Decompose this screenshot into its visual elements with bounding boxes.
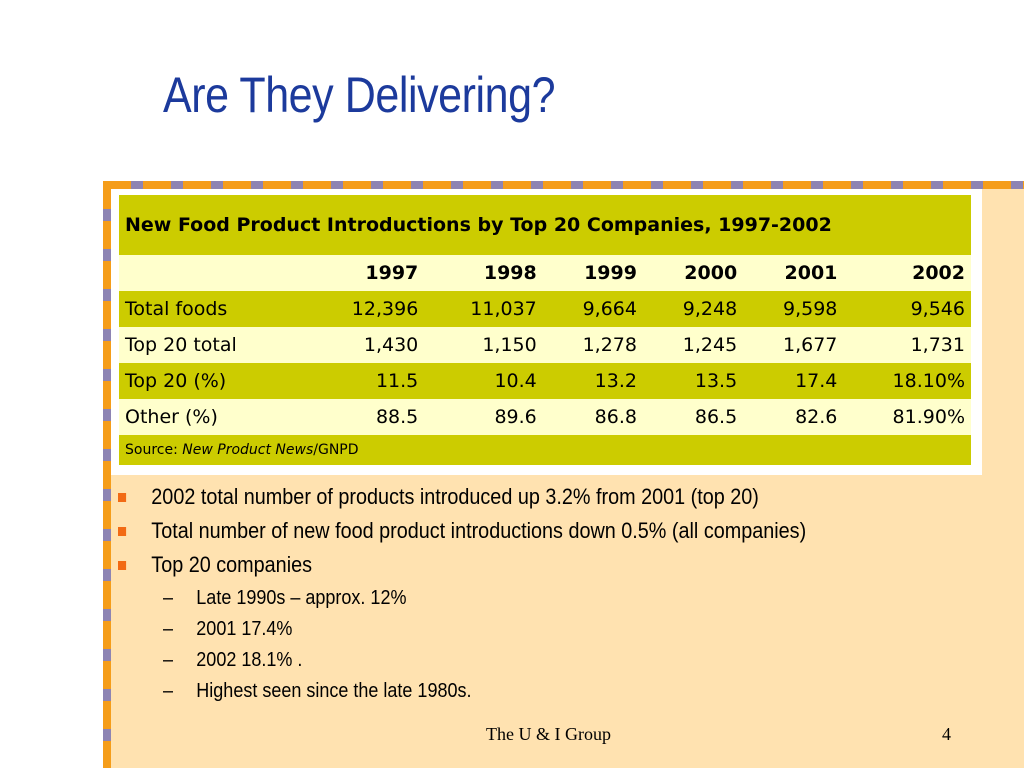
table-source: Source: New Product News/GNPD	[119, 435, 971, 465]
table-cell: 13.2	[542, 363, 643, 399]
table-cell: 1,150	[424, 327, 543, 363]
header-year: 2001	[743, 255, 844, 291]
sub-bullet-text: Highest seen since the late 1980s.	[196, 680, 472, 702]
table-cell: 12,396	[305, 291, 425, 327]
table-row: Total foods 12,396 11,037 9,664 9,248 9,…	[119, 291, 971, 327]
table-cell: 9,248	[642, 291, 744, 327]
panel-top-border	[103, 181, 1024, 189]
dash-icon: –	[163, 618, 174, 640]
source-suffix: /GNPD	[313, 442, 359, 458]
table-cell: 11,037	[424, 291, 543, 327]
table-cell: 18.10%	[843, 363, 971, 399]
panel-left-border	[103, 181, 111, 768]
row-label: Other (%)	[119, 399, 306, 435]
bullet-text: Top 20 companies	[151, 552, 313, 577]
table-title-row: New Food Product Introductions by Top 20…	[119, 195, 971, 255]
dash-icon: –	[163, 649, 174, 671]
page-number: 4	[942, 724, 951, 744]
table-cell: 17.4	[743, 363, 844, 399]
slide-title: Are They Delivering?	[163, 67, 556, 123]
header-year: 1997	[305, 255, 425, 291]
table-title: New Food Product Introductions by Top 20…	[119, 195, 971, 255]
source-label: Source:	[125, 442, 178, 458]
table-cell: 9,546	[843, 291, 971, 327]
table-cell: 1,278	[542, 327, 643, 363]
table-cell: 88.5	[305, 399, 425, 435]
header-year: 2002	[843, 255, 971, 291]
sub-bullet-text: 2002 18.1% .	[196, 649, 303, 671]
row-label: Total foods	[119, 291, 306, 327]
table-cell: 86.5	[642, 399, 744, 435]
bullet-text: 2002 total number of products introduced…	[151, 484, 759, 509]
table-cell: 1,245	[642, 327, 744, 363]
bullet-square-icon	[118, 527, 127, 536]
header-label-cell	[119, 255, 306, 291]
header-year: 2000	[642, 255, 744, 291]
header-year: 1998	[424, 255, 543, 291]
dash-icon: –	[163, 680, 174, 702]
table-cell: 86.8	[542, 399, 643, 435]
bullet-square-icon	[118, 561, 127, 570]
table-cell: 11.5	[305, 363, 425, 399]
table-row: Top 20 total 1,430 1,150 1,278 1,245 1,6…	[119, 327, 971, 363]
table-header-row: 1997 1998 1999 2000 2001 2002	[119, 255, 971, 291]
row-label: Top 20 total	[119, 327, 306, 363]
table-cell: 13.5	[642, 363, 744, 399]
product-introductions-table: New Food Product Introductions by Top 20…	[119, 195, 971, 465]
source-publication: New Product News	[182, 442, 314, 458]
sub-bullet-text: Late 1990s – approx. 12%	[196, 587, 407, 609]
dash-icon: –	[163, 587, 174, 609]
sub-bullet-text: 2001 17.4%	[196, 618, 293, 640]
table-source-row: Source: New Product News/GNPD	[119, 435, 971, 465]
table-cell: 1,677	[743, 327, 844, 363]
table-cell: 89.6	[424, 399, 543, 435]
table-cell: 81.90%	[843, 399, 971, 435]
row-label: Top 20 (%)	[119, 363, 306, 399]
table-cell: 9,664	[542, 291, 643, 327]
table-row: Top 20 (%) 11.5 10.4 13.2 13.5 17.4 18.1…	[119, 363, 971, 399]
table-row: Other (%) 88.5 89.6 86.8 86.5 82.6 81.90…	[119, 399, 971, 435]
table-cell: 10.4	[424, 363, 543, 399]
bullet-square-icon	[118, 493, 127, 502]
header-year: 1999	[542, 255, 643, 291]
table-cell: 1,731	[843, 327, 971, 363]
bullet-text: Total number of new food product introdu…	[151, 518, 807, 543]
table-cell: 9,598	[743, 291, 844, 327]
table-cell: 1,430	[305, 327, 425, 363]
slide-footer: The U & I Group	[486, 724, 611, 744]
table-cell: 82.6	[743, 399, 844, 435]
